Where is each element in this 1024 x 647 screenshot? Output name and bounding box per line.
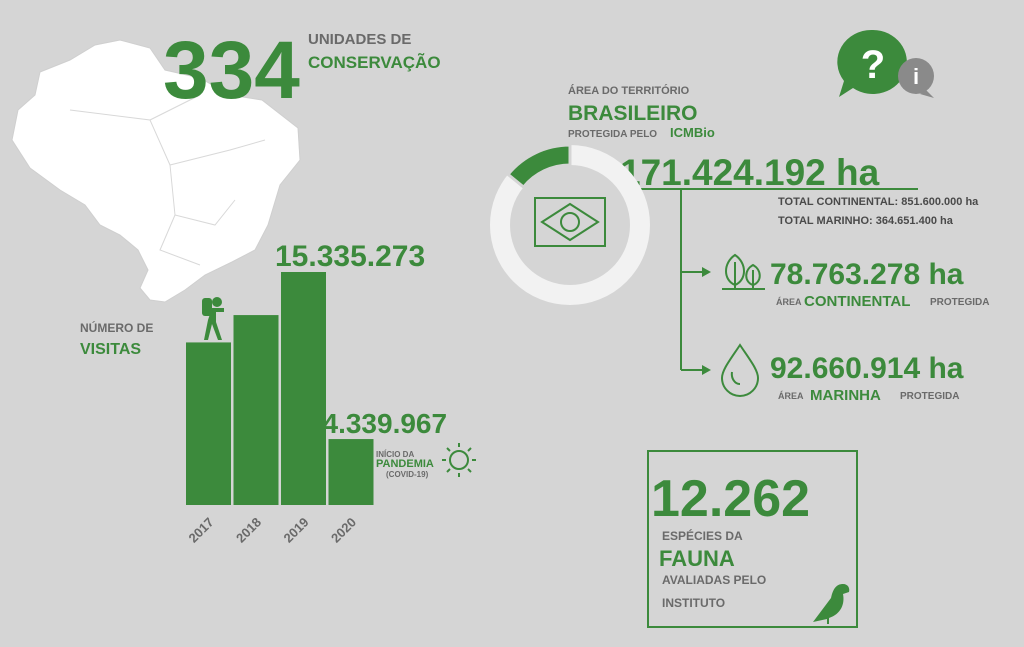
marine-post: PROTEGIDA (900, 391, 959, 402)
brazil-map (11, 39, 301, 303)
fauna-number: 12.262 (651, 470, 810, 528)
bar (281, 272, 326, 505)
bar (233, 315, 279, 505)
marine-pre: ÁREA (778, 391, 804, 401)
bar (328, 439, 374, 505)
visits-line2: VISITAS (80, 341, 141, 358)
territory-caption1: ÁREA DO TERRITÓRIO (568, 84, 690, 97)
connector-arrows (680, 189, 711, 375)
bird-icon (813, 584, 850, 624)
units-number: 334 (163, 25, 300, 116)
continental-post: PROTEGIDA (930, 297, 989, 308)
units-line1: UNIDADES DE (308, 31, 411, 48)
state-borders (69, 94, 266, 266)
fauna-line1: ESPÉCIES DA (662, 528, 743, 543)
continental-value: 78.763.278 ha (770, 258, 964, 291)
svg-text:i: i (913, 64, 919, 89)
virus-icon (442, 443, 476, 477)
fauna-line2: FAUNA (659, 546, 735, 571)
territory-caption2: PROTEGIDA PELO (568, 129, 657, 140)
hiker-icon (202, 297, 224, 340)
bar (186, 342, 231, 505)
bar-value-label: 15.335.273 (275, 240, 425, 273)
visits-line1: NÚMERO DE (80, 320, 153, 335)
flag (534, 197, 606, 247)
help-icon: ? i (837, 29, 934, 98)
svg-text:?: ? (861, 43, 885, 87)
total-continental: TOTAL CONTINENTAL: 851.600.000 ha (778, 196, 979, 208)
fauna-line4: INSTITUTO (662, 596, 725, 610)
fauna-line3: AVALIADAS PELO (662, 573, 766, 587)
units-line2: CONSERVAÇÃO (308, 52, 441, 72)
fauna-box (647, 450, 858, 628)
tree-icon (722, 253, 765, 290)
total-marine: TOTAL MARINHO: 364.651.400 ha (778, 215, 954, 227)
continental-pre: ÁREA (776, 297, 802, 307)
drop-icon (720, 343, 760, 397)
pandemic-line2: PANDEMIA (376, 458, 434, 470)
continental-name: CONTINENTAL (804, 293, 910, 310)
bar-value-label: 4.339.967 (323, 408, 448, 439)
pandemic-line3: (COVID-19) (386, 470, 429, 479)
pandemic-line1: INÍCIO DA (376, 450, 414, 459)
donut-arc (505, 143, 572, 190)
territory-agency: ICMBio (670, 125, 715, 140)
marine-value: 92.660.914 ha (770, 352, 964, 385)
marine-name: MARINHA (810, 387, 881, 404)
territory-title: BRASILEIRO (568, 102, 698, 125)
protected-total: 171.424.192 ha (620, 152, 880, 193)
